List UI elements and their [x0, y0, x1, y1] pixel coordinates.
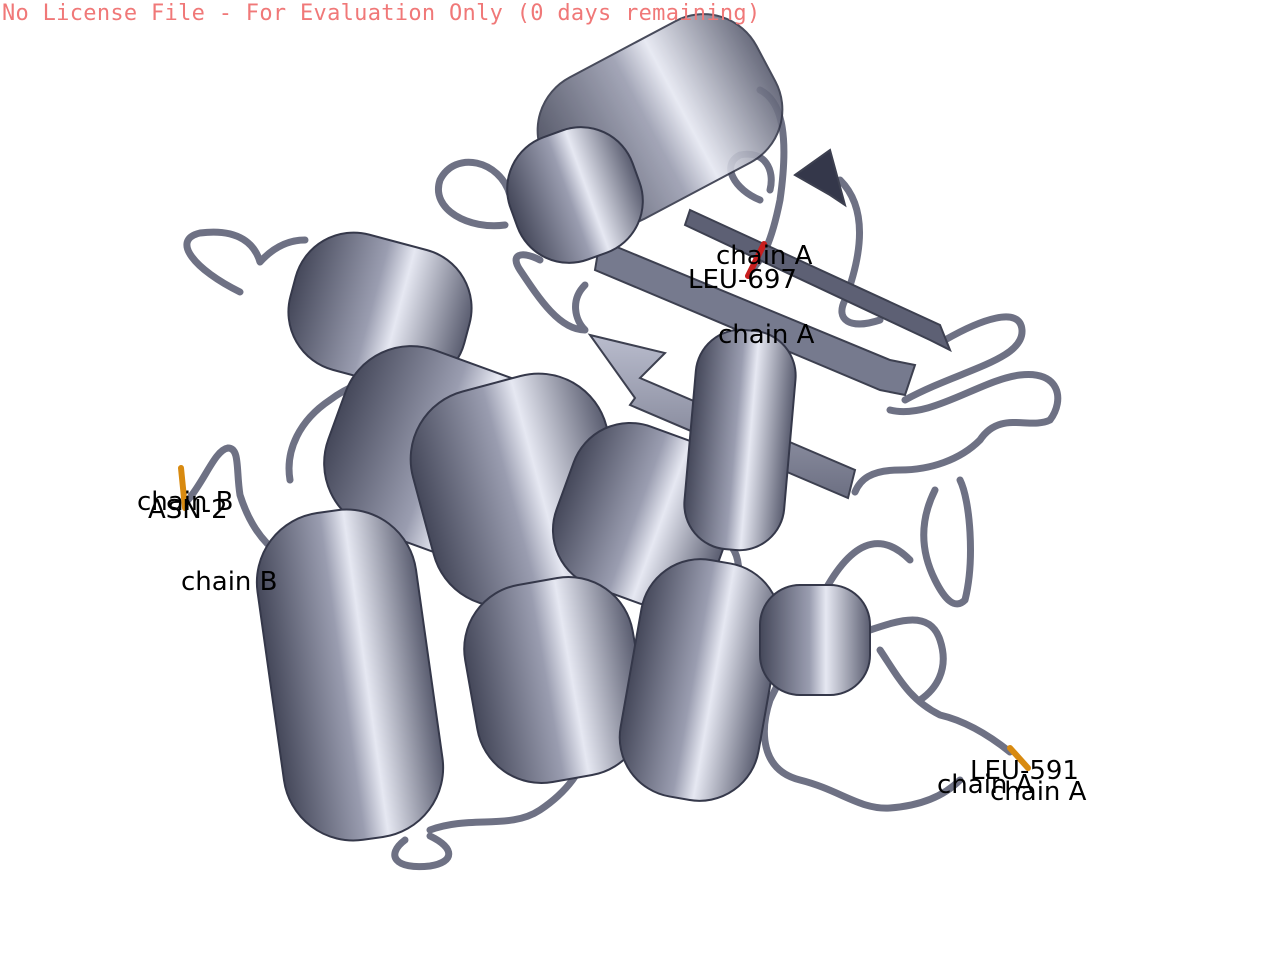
chain-label: chain A [716, 241, 813, 271]
chain-label: chain B [137, 487, 234, 517]
residue-sticks [178, 241, 1031, 771]
chain-label: chain B [181, 567, 278, 597]
residue-label: ASN-2 [148, 495, 228, 525]
residue-stick-leu [1007, 745, 1031, 771]
residue-label: LEU-697 [688, 265, 797, 295]
license-banner: No License File - For Evaluation Only (0… [2, 1, 761, 26]
residue-label: LEU-591 [970, 756, 1079, 786]
chain-label: chain A [937, 770, 1034, 800]
chain-label: chain A [990, 777, 1087, 807]
alpha-helices [255, 13, 871, 842]
selected-residue-stick [745, 241, 767, 279]
chain-label: chain A [718, 320, 815, 350]
residue-stick-asn [178, 465, 188, 511]
